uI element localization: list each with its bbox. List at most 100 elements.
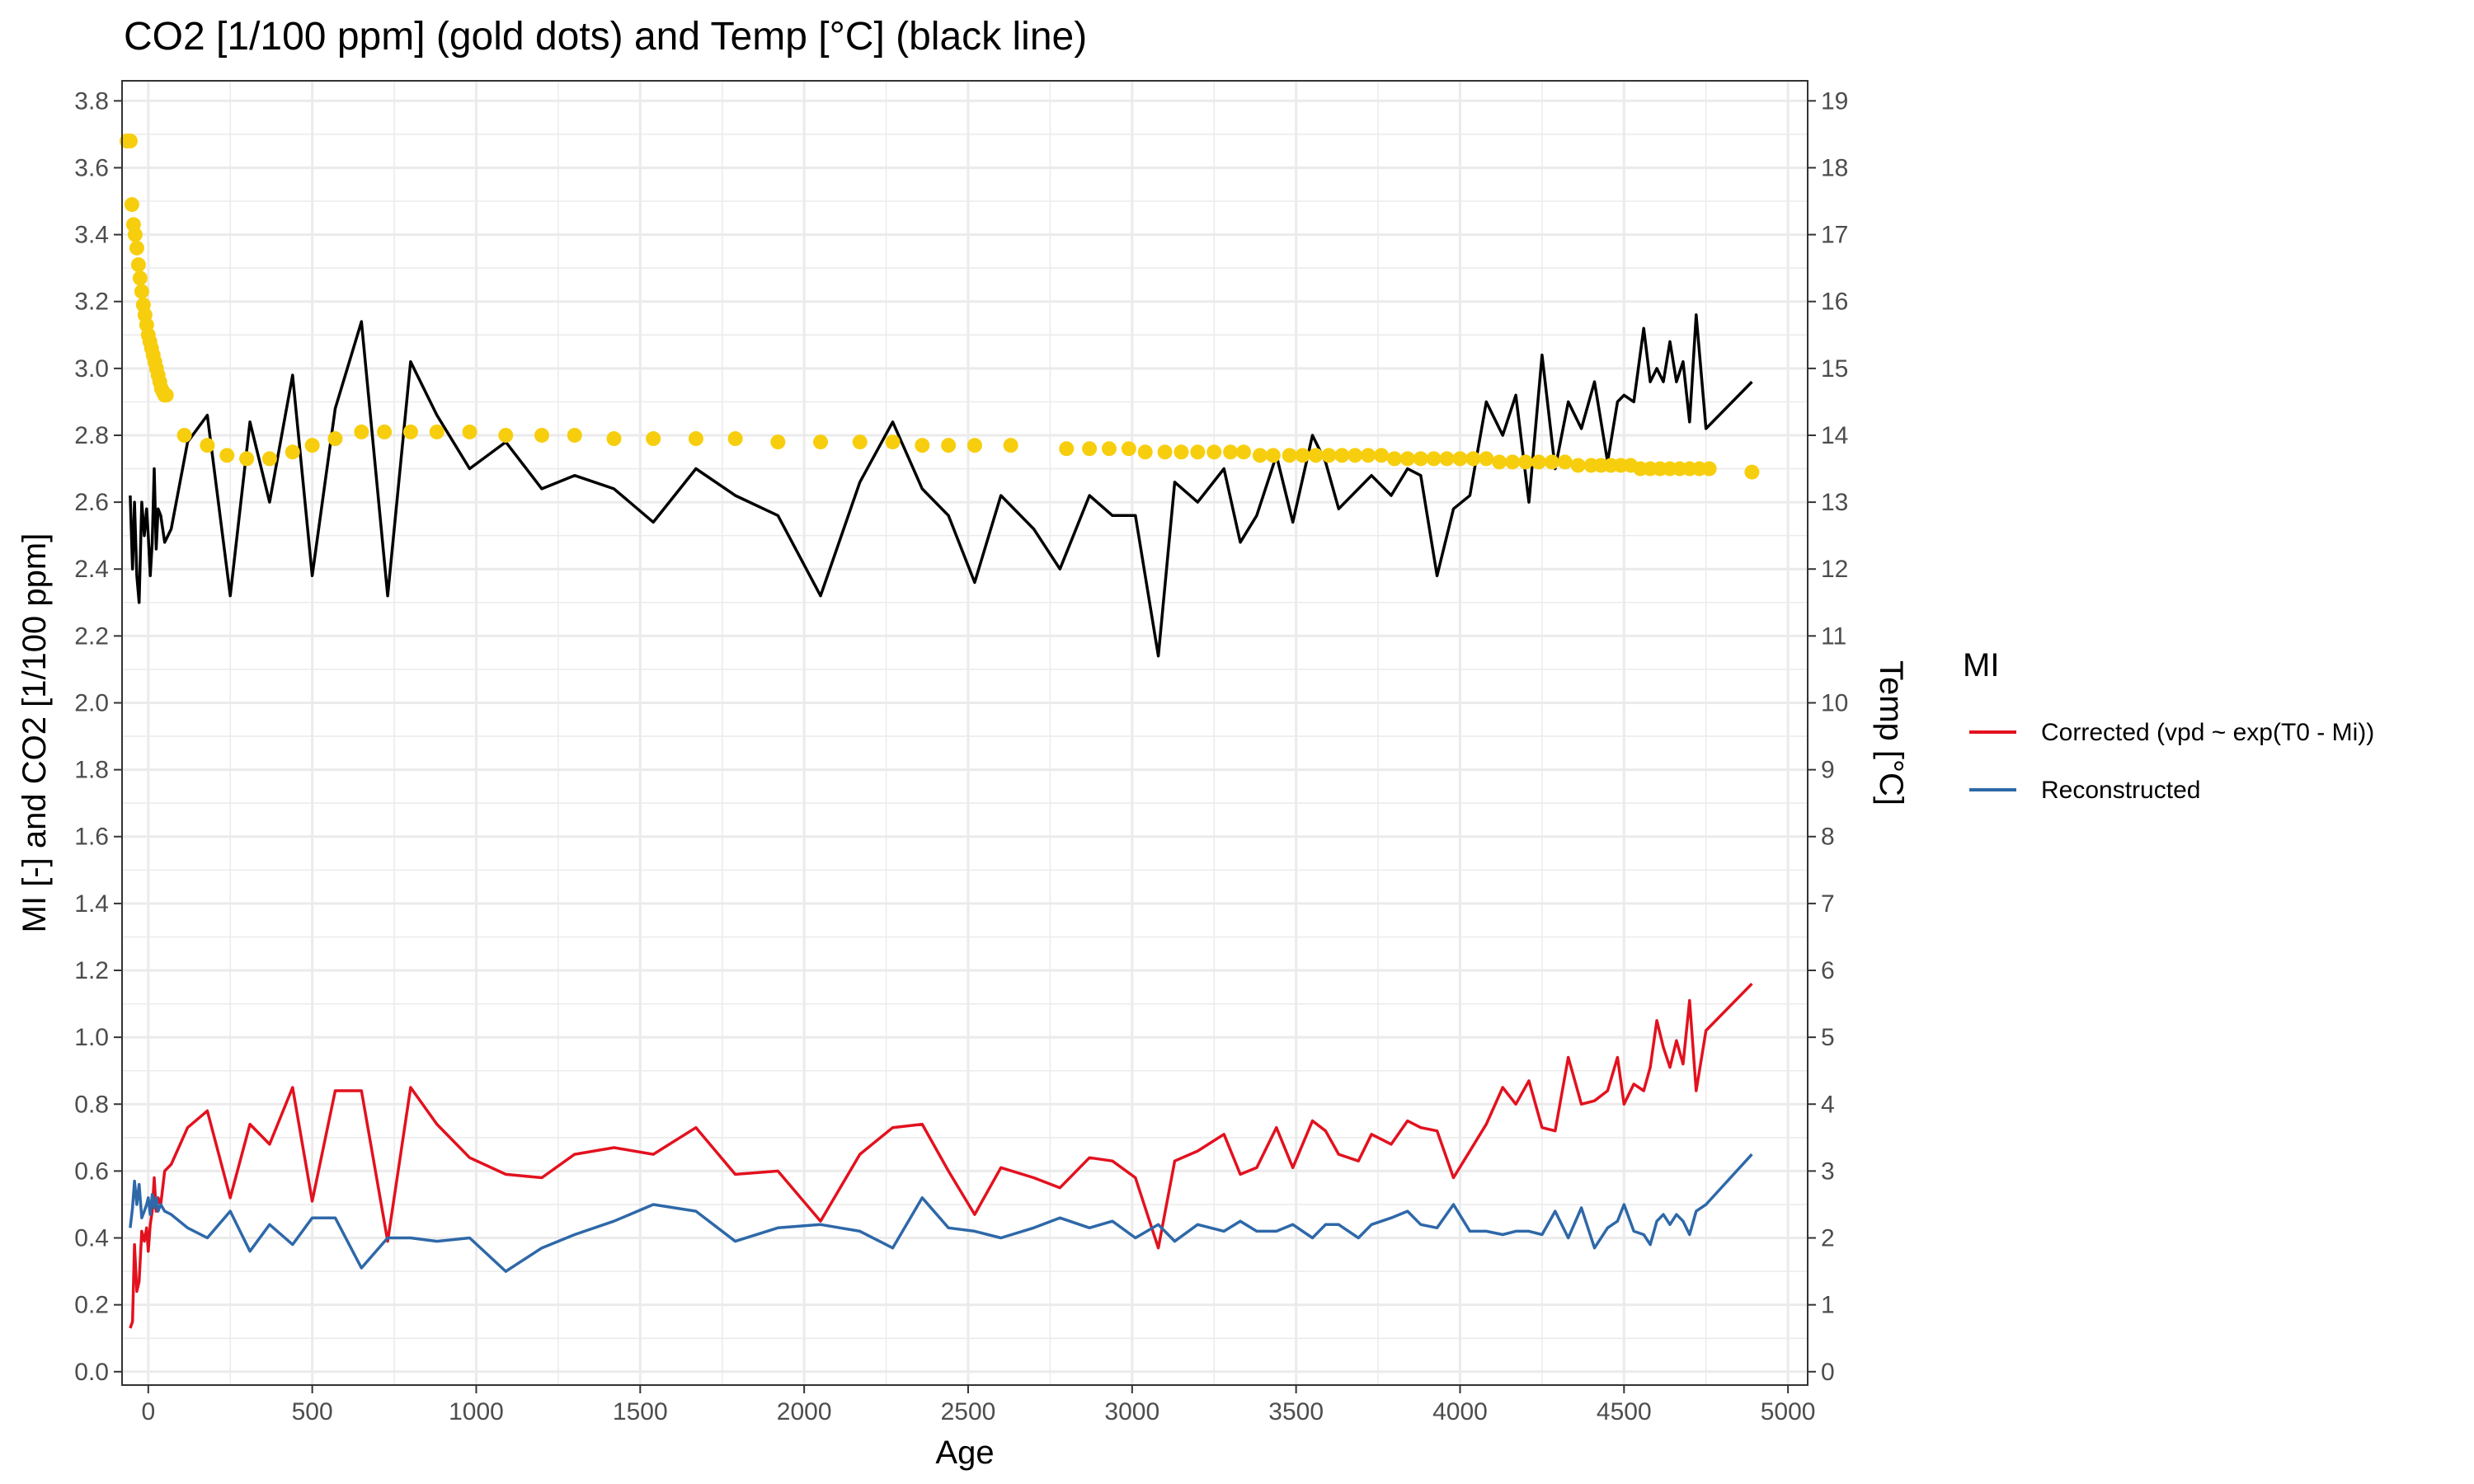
co2-point <box>1492 454 1507 470</box>
y-tick-label: 3.2 <box>74 289 109 316</box>
co2-point <box>1157 444 1173 460</box>
y-tick-label: 1.8 <box>74 757 109 784</box>
y2-tick-label: 16 <box>1821 289 1848 316</box>
co2-point <box>261 451 277 467</box>
y2-tick-label: 8 <box>1821 824 1835 851</box>
co2-point <box>1059 441 1075 457</box>
co2-point <box>124 197 139 213</box>
co2-point <box>1570 458 1586 473</box>
y-tick-label: 1.0 <box>74 1024 109 1051</box>
x-tick-label: 2000 <box>777 1398 832 1425</box>
x-tick-label: 2500 <box>941 1398 996 1425</box>
co2-point <box>967 438 982 453</box>
co2-point <box>1479 451 1494 467</box>
co2-point <box>885 434 901 450</box>
legend-label-reconstructed: Reconstructed <box>2041 777 2200 804</box>
y2-tick-label: 10 <box>1821 689 1848 716</box>
grid <box>122 81 1808 1385</box>
co2-point <box>1452 451 1468 467</box>
y-tick-label: 2.2 <box>74 622 109 650</box>
y-tick-label: 3.0 <box>74 355 109 383</box>
x-tick-label: 500 <box>292 1398 333 1425</box>
co2-point <box>1137 444 1153 460</box>
x-tick-label: 0 <box>141 1398 155 1425</box>
co2-point <box>1223 444 1239 460</box>
co2-point <box>122 134 138 149</box>
co2-point <box>1174 444 1189 460</box>
co2-point <box>158 387 174 403</box>
co2-point <box>1121 441 1136 457</box>
co2-point <box>567 427 582 443</box>
co2-point <box>1348 448 1363 463</box>
y-tick-label: 0.4 <box>74 1225 109 1252</box>
y2-tick-label: 5 <box>1821 1024 1835 1051</box>
co2-point <box>534 427 550 443</box>
x-tick-label: 4000 <box>1432 1398 1488 1425</box>
y2-tick-label: 7 <box>1821 890 1835 918</box>
legend-title: MI <box>1963 647 1999 683</box>
axis-ticks: 0 500 1000 1500 2000 2500 3000 3500 4000 4500 5000… <box>74 87 1848 1425</box>
co2-point <box>327 431 343 447</box>
co2-point <box>1282 448 1297 463</box>
co2-point <box>1505 454 1521 470</box>
y2-tick-label: 19 <box>1821 87 1848 115</box>
y-tick-label: 2.0 <box>74 689 109 716</box>
y2-tick-label: 2 <box>1821 1225 1835 1252</box>
co2-point <box>285 444 300 460</box>
y2-tick-label: 9 <box>1821 757 1835 784</box>
co2-point <box>1334 448 1350 463</box>
corrected-line <box>129 982 1753 1329</box>
y-tick-label: 3.4 <box>74 222 109 249</box>
y-axis-title: MI [-] and CO2 [1/100 ppm] <box>16 533 53 933</box>
co2-point <box>498 427 514 443</box>
co2-point <box>1518 454 1534 470</box>
x-tick-label: 5000 <box>1761 1398 1816 1425</box>
co2-point <box>239 451 255 467</box>
co2-point <box>1003 438 1018 453</box>
y-tick-label: 0.8 <box>74 1091 109 1118</box>
co2-point <box>132 270 148 286</box>
y2-tick-label: 12 <box>1821 556 1848 583</box>
x-tick-label: 4500 <box>1597 1398 1652 1425</box>
co2-point <box>1413 451 1428 467</box>
co2-point <box>1465 451 1481 467</box>
co2-point <box>176 427 192 443</box>
temp-line <box>129 313 1753 658</box>
co2-point <box>462 424 477 439</box>
co2-point <box>402 424 418 439</box>
y-tick-label: 1.6 <box>74 824 109 851</box>
y2-tick-label: 4 <box>1821 1091 1835 1118</box>
co2-point <box>852 434 868 450</box>
co2-point <box>304 438 320 453</box>
co2-point <box>219 448 235 463</box>
co2-point <box>1426 451 1442 467</box>
panel-border <box>121 80 1808 1386</box>
co2-point <box>130 257 146 273</box>
x-tick-label: 3500 <box>1268 1398 1324 1425</box>
co2-point <box>1361 448 1376 463</box>
co2-point <box>1265 448 1281 463</box>
x-tick-label: 1000 <box>449 1398 504 1425</box>
y-tick-label: 2.4 <box>74 556 109 583</box>
co2-point <box>1295 448 1310 463</box>
y-tick-label: 1.4 <box>74 890 109 918</box>
y2-tick-label: 17 <box>1821 222 1848 249</box>
x-tick-label: 3000 <box>1104 1398 1159 1425</box>
co2-point <box>127 227 143 242</box>
co2-point <box>941 438 957 453</box>
co2-point <box>1531 454 1546 470</box>
co2-point <box>1190 444 1206 460</box>
co2-point <box>1206 444 1222 460</box>
co2-point <box>134 284 149 299</box>
co2-point <box>646 431 661 447</box>
co2-point <box>770 434 786 450</box>
y2-tick-label: 1 <box>1821 1292 1835 1319</box>
y-tick-label: 0.6 <box>74 1158 109 1185</box>
co2-point <box>688 431 703 447</box>
y-tick-label: 2.6 <box>74 489 109 516</box>
x-axis-title: Age <box>935 1435 994 1471</box>
co2-point <box>200 438 215 453</box>
co2-point <box>1557 454 1573 470</box>
y-tick-label: 0.0 <box>74 1359 109 1386</box>
